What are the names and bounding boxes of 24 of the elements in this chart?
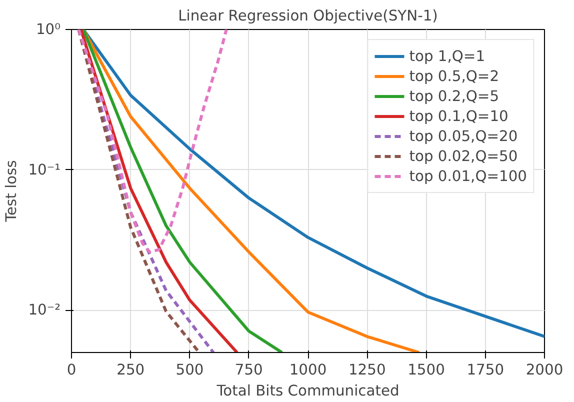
y-tick-label: 10⁻² [28, 302, 61, 319]
chart-title: Linear Regression Objective(SYN-1) [178, 8, 438, 24]
legend-label: top 0.2,Q=5 [409, 88, 500, 104]
line-series [82, 30, 284, 352]
legend-label: top 0.1,Q=10 [409, 108, 508, 124]
x-tick-label: 1000 [289, 362, 327, 378]
legend-label: top 0.05,Q=20 [409, 128, 518, 144]
legend-label: top 1,Q=1 [409, 48, 486, 64]
x-tick-label: 250 [116, 362, 145, 378]
y-tick-label: 10⁻¹ [28, 161, 61, 178]
line-series [77, 30, 228, 254]
x-axis-title: Total Bits Communicated [216, 382, 400, 400]
x-tick-label: 2000 [526, 362, 564, 378]
x-tick-label: 500 [176, 362, 204, 378]
x-tick-label: 750 [234, 362, 263, 378]
y-axis-title: Test loss [3, 160, 20, 223]
x-tick-label: 1250 [348, 362, 386, 378]
legend-label: top 0.5,Q=2 [409, 68, 500, 84]
x-tick-label: 0 [66, 362, 76, 378]
x-tick-label: 1750 [466, 362, 504, 378]
legend-label: top 0.02,Q=50 [409, 148, 518, 164]
legend-label: top 0.01,Q=100 [409, 168, 527, 184]
y-tick-label: 10⁰ [36, 21, 61, 38]
x-tick-label: 1500 [408, 362, 445, 378]
